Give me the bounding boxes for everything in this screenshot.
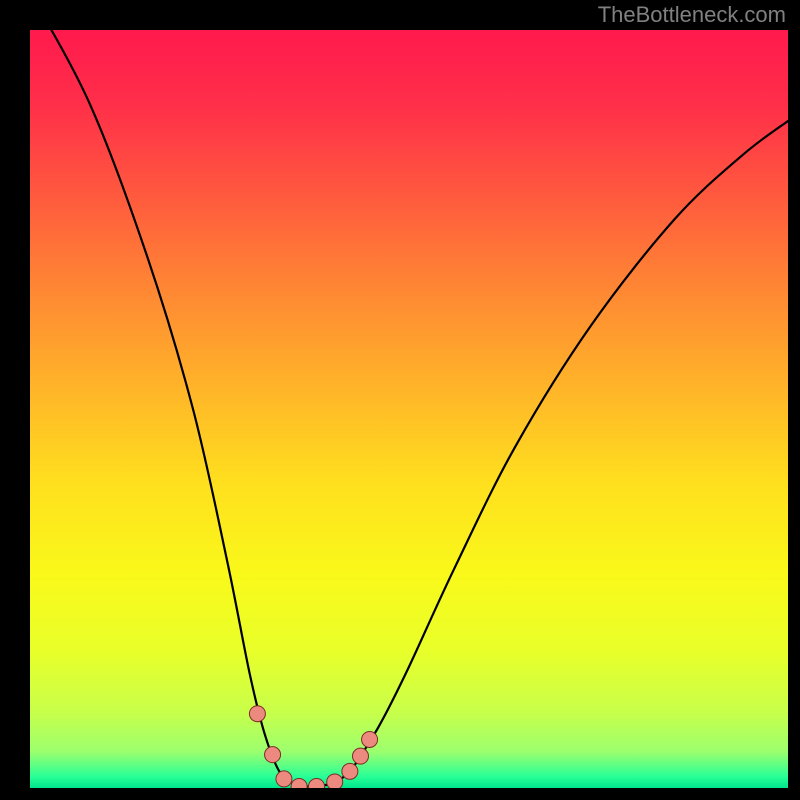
data-marker [352,748,368,764]
data-marker [265,747,281,763]
data-marker [327,774,343,788]
data-marker [249,706,265,722]
plot-area [30,30,788,788]
data-marker [342,763,358,779]
gradient-background [30,30,788,788]
data-marker [362,731,378,747]
chart-svg [30,30,788,788]
watermark-text: TheBottleneck.com [598,2,786,28]
data-marker [276,771,292,787]
